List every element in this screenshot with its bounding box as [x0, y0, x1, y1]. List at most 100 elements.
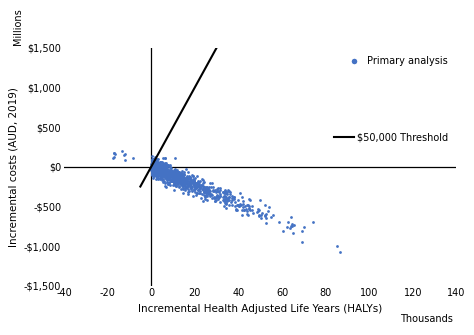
- Point: [161, 180, 169, 186]
- Point: [208, 196, 215, 201]
- Point: [165, 174, 173, 180]
- Point: [164, 181, 171, 186]
- Point: [221, 187, 229, 192]
- Point: [154, 165, 162, 170]
- Point: [150, 162, 158, 168]
- Point: [189, 193, 197, 199]
- Point: [161, 172, 168, 177]
- Point: [151, 159, 158, 164]
- Point: [147, 166, 155, 172]
- Point: [160, 173, 168, 178]
- Point: [182, 178, 190, 183]
- Point: [214, 188, 221, 193]
- Point: [150, 163, 157, 169]
- Point: [157, 173, 164, 178]
- Point: [164, 162, 172, 168]
- Point: [243, 211, 251, 217]
- Point: [213, 189, 221, 194]
- Point: [151, 171, 159, 176]
- Point: [168, 172, 176, 177]
- Point: [154, 176, 162, 181]
- Point: [166, 168, 174, 174]
- Point: [166, 174, 174, 180]
- Point: [171, 175, 178, 181]
- Point: [203, 188, 210, 193]
- Point: [181, 187, 189, 193]
- Point: [148, 163, 156, 169]
- Point: [167, 165, 174, 171]
- Point: [109, 155, 117, 160]
- Point: [110, 154, 118, 159]
- Point: [166, 164, 173, 170]
- Point: [166, 172, 174, 177]
- Point: [176, 180, 184, 186]
- Point: [169, 171, 177, 177]
- Point: [189, 188, 196, 193]
- Point: [172, 171, 179, 176]
- Point: [148, 158, 156, 164]
- Point: [180, 183, 187, 189]
- Point: [173, 169, 180, 174]
- Point: [241, 203, 249, 208]
- Point: [170, 169, 178, 175]
- Point: [259, 211, 266, 216]
- Point: [202, 188, 210, 193]
- Point: [234, 202, 242, 208]
- Point: [284, 219, 292, 224]
- Point: [164, 168, 171, 174]
- Point: [150, 163, 157, 169]
- Point: [193, 184, 201, 190]
- Point: [157, 166, 165, 172]
- Point: [154, 168, 161, 173]
- Point: [170, 180, 178, 186]
- Point: [150, 162, 158, 168]
- Point: [186, 176, 193, 181]
- Point: [163, 179, 170, 185]
- Point: [183, 174, 191, 179]
- Point: [248, 208, 256, 213]
- Point: [156, 168, 164, 173]
- Point: [184, 170, 191, 175]
- Point: [170, 179, 177, 184]
- Point: [163, 173, 170, 179]
- Point: [152, 170, 160, 175]
- Point: [336, 249, 344, 255]
- Point: [172, 170, 179, 175]
- Point: [155, 162, 162, 168]
- Point: [262, 215, 270, 220]
- Point: [220, 199, 228, 204]
- Point: [180, 178, 188, 183]
- Point: [149, 170, 156, 175]
- Point: [153, 173, 160, 178]
- Point: [175, 173, 182, 179]
- Point: [155, 171, 163, 176]
- Point: [159, 171, 166, 176]
- Point: [196, 184, 203, 190]
- Point: [151, 163, 159, 169]
- Point: [151, 168, 158, 173]
- Point: [200, 185, 208, 190]
- Point: [164, 173, 171, 178]
- Point: [153, 163, 161, 168]
- Point: [245, 203, 252, 208]
- Point: [192, 192, 200, 197]
- Point: [148, 169, 156, 175]
- Point: [154, 163, 162, 169]
- Point: [224, 195, 232, 200]
- Point: [172, 179, 179, 184]
- Point: [159, 165, 166, 171]
- Point: [262, 212, 270, 217]
- Point: [176, 177, 184, 183]
- Point: [153, 166, 161, 172]
- Point: [149, 157, 156, 162]
- Point: [155, 169, 163, 175]
- Point: [148, 170, 155, 175]
- Point: [174, 174, 182, 179]
- Point: [151, 165, 158, 170]
- Point: [158, 170, 165, 175]
- Point: [254, 209, 261, 214]
- Point: [161, 164, 168, 170]
- Point: [207, 192, 215, 197]
- Point: [193, 174, 201, 179]
- Point: [175, 170, 183, 175]
